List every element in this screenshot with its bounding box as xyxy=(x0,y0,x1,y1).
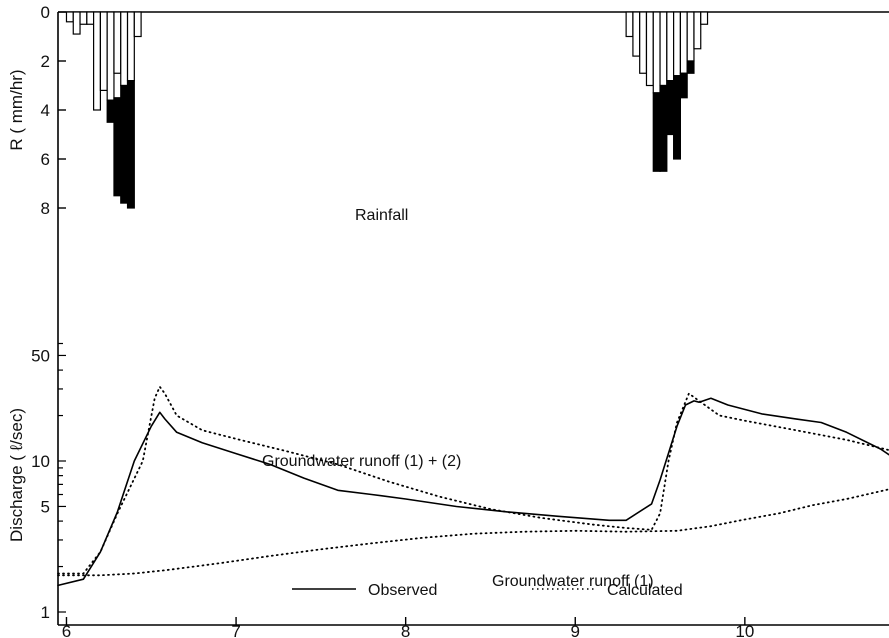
rainfall-bar-filled-4 xyxy=(652,92,661,172)
rainfall-bar-filled-6 xyxy=(666,79,675,136)
rainfall-bar-open-0 xyxy=(65,11,74,23)
rainfall-bar-open-20 xyxy=(686,11,695,62)
legend: Observed Calculated xyxy=(292,582,683,599)
rainfall-bar-filled-2 xyxy=(120,84,129,204)
rainfall-bar-open-9 xyxy=(126,11,135,82)
rainfall-bar-open-18 xyxy=(673,11,681,77)
series-line-calculated-1 xyxy=(57,385,889,575)
legend-calculated-label: Calculated xyxy=(607,582,683,599)
rainfall-bar-filled-0 xyxy=(106,99,115,123)
x-tick-label: 10 xyxy=(735,622,754,638)
rainfall-tick-label: 6 xyxy=(41,150,50,169)
rainfall-ticks: 0 2 4 6 8 xyxy=(41,3,66,218)
rainfall-bar-open-8 xyxy=(120,11,129,87)
rainfall-bar-open-10 xyxy=(133,11,142,38)
discharge-tick-label: 10 xyxy=(31,452,50,471)
rainfall-tick-label: 8 xyxy=(41,199,50,218)
rainfall-bar-filled-9 xyxy=(686,60,695,74)
rainfall-bar-open-15 xyxy=(652,11,661,94)
series-line-calculated-2 xyxy=(57,488,889,577)
axes-frame xyxy=(57,11,889,626)
groundwater-total-annotation: Groundwater runoff (1) + (2) xyxy=(262,453,461,470)
rainfall-bar-filled-1 xyxy=(113,97,122,197)
rainfall-bar-filled-3 xyxy=(126,79,135,209)
rainfall-bar-open-5 xyxy=(99,11,108,92)
discharge-tick-label: 1 xyxy=(41,603,50,622)
x-tick-label: 7 xyxy=(231,622,240,638)
discharge-tick-label: 50 xyxy=(31,346,50,365)
rainfall-bar-open-6 xyxy=(106,11,115,101)
x-axis-ticks: 6 7 8 9 10 xyxy=(62,617,754,638)
rainfall-tick-label: 0 xyxy=(41,3,50,22)
rainfall-tick-label: 2 xyxy=(41,52,50,71)
discharge-series xyxy=(57,385,889,587)
rainfall-tick-label: 4 xyxy=(41,101,50,120)
rainfall-bar-open-2 xyxy=(79,11,88,25)
groundwater-1-annotation: Groundwater runoff (1) xyxy=(492,573,654,590)
rainfall-bar-filled-8 xyxy=(679,72,688,99)
rainfall-bar-filled-7 xyxy=(673,75,681,160)
rainfall-bar-open-16 xyxy=(659,11,668,87)
x-tick-label: 8 xyxy=(401,622,410,638)
rainfall-bar-open-11 xyxy=(625,11,634,38)
rainfall-bar-open-3 xyxy=(86,11,95,25)
rainfall-bar-open-13 xyxy=(639,11,648,74)
rainfall-bar-open-22 xyxy=(700,11,709,25)
rainfall-axis-title: R ( mm/hr) xyxy=(7,69,26,150)
x-tick-label: 6 xyxy=(62,622,71,638)
rainfall-bar-open-14 xyxy=(645,11,654,87)
discharge-tick-label: 5 xyxy=(41,497,50,516)
rainfall-bar-open-1 xyxy=(72,11,81,35)
discharge-axis-title: Discharge ( ℓ/sec) xyxy=(7,408,26,542)
rainfall-annotation: Rainfall xyxy=(355,207,408,224)
series-line-observed-0 xyxy=(57,397,889,587)
rainfall-bar-open-19 xyxy=(679,11,688,74)
rainfall-bar-open-4 xyxy=(93,11,101,111)
rainfall-bar-open-21 xyxy=(693,11,702,50)
rainfall-bar-open-17 xyxy=(666,11,675,82)
legend-observed-label: Observed xyxy=(368,582,437,599)
rainfall-bars xyxy=(65,11,709,209)
x-tick-label: 9 xyxy=(571,622,580,638)
rainfall-bar-filled-5 xyxy=(659,84,668,172)
discharge-ticks: 1 5 10 50 xyxy=(31,342,66,622)
rainfall-bar-open-7 xyxy=(113,11,122,74)
rainfall-bar-open-12 xyxy=(632,11,641,57)
